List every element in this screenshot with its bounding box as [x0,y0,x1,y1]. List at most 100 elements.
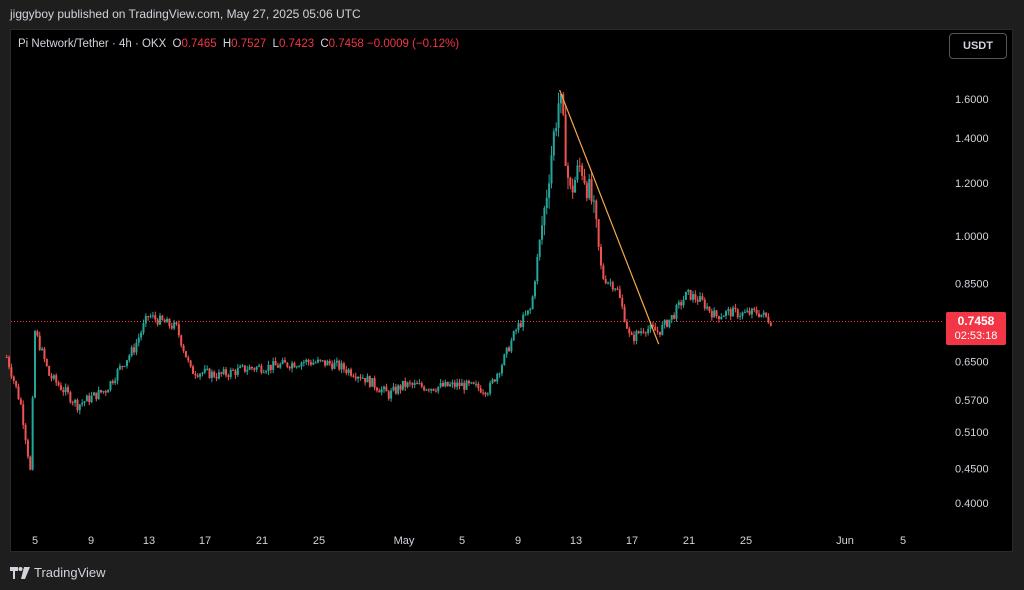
candle [375,386,378,393]
candle [43,346,46,363]
x-tick-label: 5 [900,535,906,547]
candle [55,373,58,387]
candle [279,362,282,369]
candle [345,366,348,376]
candle [623,304,626,323]
candle [295,365,298,369]
candle [746,307,749,313]
candle [661,322,664,336]
candle [510,337,513,354]
candle [232,368,235,371]
candle [210,369,213,383]
candle [750,307,753,319]
candle [408,380,411,387]
y-tick-label: 0.5700 [955,395,989,407]
candle [246,365,249,376]
y-tick-label: 0.4000 [955,498,989,510]
x-tick-label: 5 [459,535,465,547]
candle [484,391,487,398]
candle [255,365,258,373]
candle [371,377,374,387]
candle [293,361,296,368]
candle [154,311,157,323]
candle [713,307,716,318]
candle [460,378,463,387]
candle [217,369,220,380]
candle [253,367,256,372]
candle [588,173,591,201]
y-tick-label: 1.6000 [955,94,989,106]
chart-frame[interactable] [10,29,1013,552]
candle [607,281,610,285]
candle [45,358,48,367]
candle [663,319,666,329]
candle [364,377,367,386]
candle [456,378,459,390]
candle [41,346,44,351]
candle [505,347,508,358]
candle [133,343,136,356]
candle [618,285,621,299]
candle [611,280,614,292]
candle [769,321,772,327]
x-tick-label: 5 [32,535,38,547]
candle [519,320,522,329]
candle [640,327,643,336]
candle [300,361,303,370]
y-tick-label: 0.8500 [955,278,989,290]
candle [628,326,631,337]
candle [19,397,22,406]
candle [758,309,761,318]
candle [26,438,29,459]
x-axis: 5 9 13 17 21 25 May 5 9 13 17 21 25 Jun 5 [32,535,906,547]
candle [767,313,770,324]
candle [765,312,768,318]
candle [413,379,416,389]
candle [760,314,763,318]
candle [149,313,152,319]
candle [222,366,225,376]
low-value: 0.7423 [278,38,315,50]
candle [10,363,13,380]
candle [625,319,628,330]
candle [333,359,336,370]
candle [644,331,647,337]
candle [743,309,746,314]
candle [406,381,409,389]
candle [227,373,230,381]
candle [239,364,242,369]
open-label: O [172,38,182,50]
candle [578,157,581,173]
candle [90,391,93,404]
candle [192,364,195,375]
currency-button[interactable]: USDT [949,33,1007,59]
y-tick-label: 0.5100 [955,427,989,439]
candle [585,180,588,202]
y-tick-label: 0.6500 [955,357,989,369]
candle [477,381,480,392]
candle [425,388,428,391]
x-tick-label: 25 [313,535,325,547]
footer: TradingView [10,565,106,580]
candle [78,403,81,415]
candle [95,392,98,402]
candle [677,299,680,309]
candle [173,319,176,331]
x-tick-label: 25 [740,535,752,547]
candle [201,371,204,377]
candle [734,303,737,313]
candle [732,305,735,317]
candle [307,358,310,366]
candle [559,93,562,114]
candle [29,455,32,471]
candle [267,360,270,375]
candle [583,168,586,185]
candle [526,310,529,316]
candle [236,364,239,377]
candle [647,325,650,336]
candle [475,380,478,388]
candle [357,375,360,383]
candle [717,315,720,323]
candle [34,329,36,399]
